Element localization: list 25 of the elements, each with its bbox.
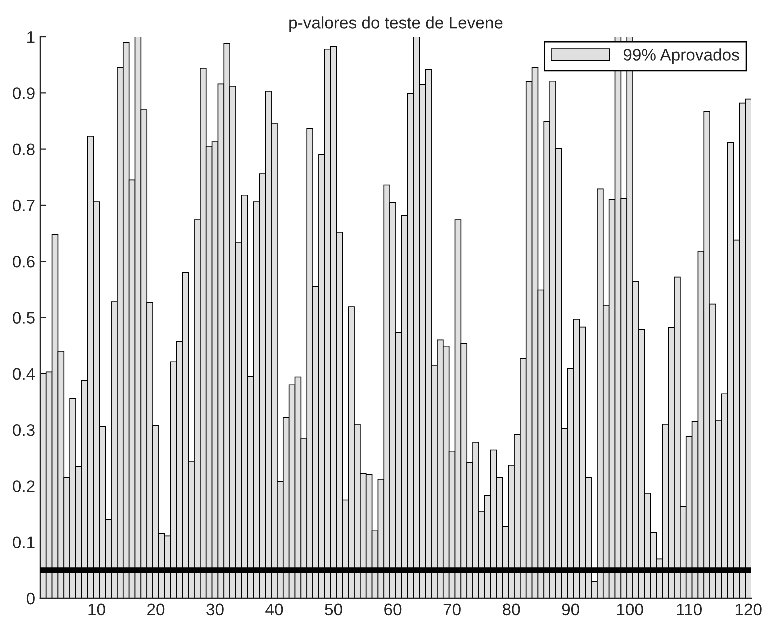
y-tick-label: 0 — [26, 592, 35, 605]
x-tick-label: 10 — [88, 604, 106, 616]
y-tick-label: 1 — [28, 32, 35, 44]
y-tick-label: 0.5 — [13, 312, 35, 324]
y-tick-label: 0.7 — [13, 200, 35, 212]
x-tick-label: 70 — [444, 604, 461, 616]
y-tick-label: 0.6 — [13, 256, 35, 268]
x-tick-label: 50 — [325, 604, 342, 616]
y-tick-label: 0.9 — [13, 88, 35, 100]
y-tick-label: 0.1 — [13, 536, 35, 549]
x-tick-label: 80 — [503, 604, 520, 616]
x-tick-label: 40 — [266, 604, 284, 616]
x-tick-label: 90 — [562, 604, 580, 616]
x-tick-label: 120 — [736, 604, 762, 616]
chart-title: p-valores do teste de Levene — [290, 16, 503, 32]
y-tick-label: 0.3 — [13, 424, 35, 436]
x-tick-label: 30 — [206, 604, 224, 616]
y-tick-label: 0.8 — [13, 144, 35, 156]
x-tick-label: 60 — [384, 604, 402, 616]
y-tick-label: 0.2 — [13, 480, 35, 492]
x-tick-label: 100 — [617, 604, 644, 616]
x-tick-label: 20 — [148, 604, 165, 616]
y-tick-label: 0.4 — [13, 368, 36, 380]
x-tick-label: 110 — [677, 604, 702, 616]
legend-label: 99% Aprovados — [624, 48, 740, 64]
